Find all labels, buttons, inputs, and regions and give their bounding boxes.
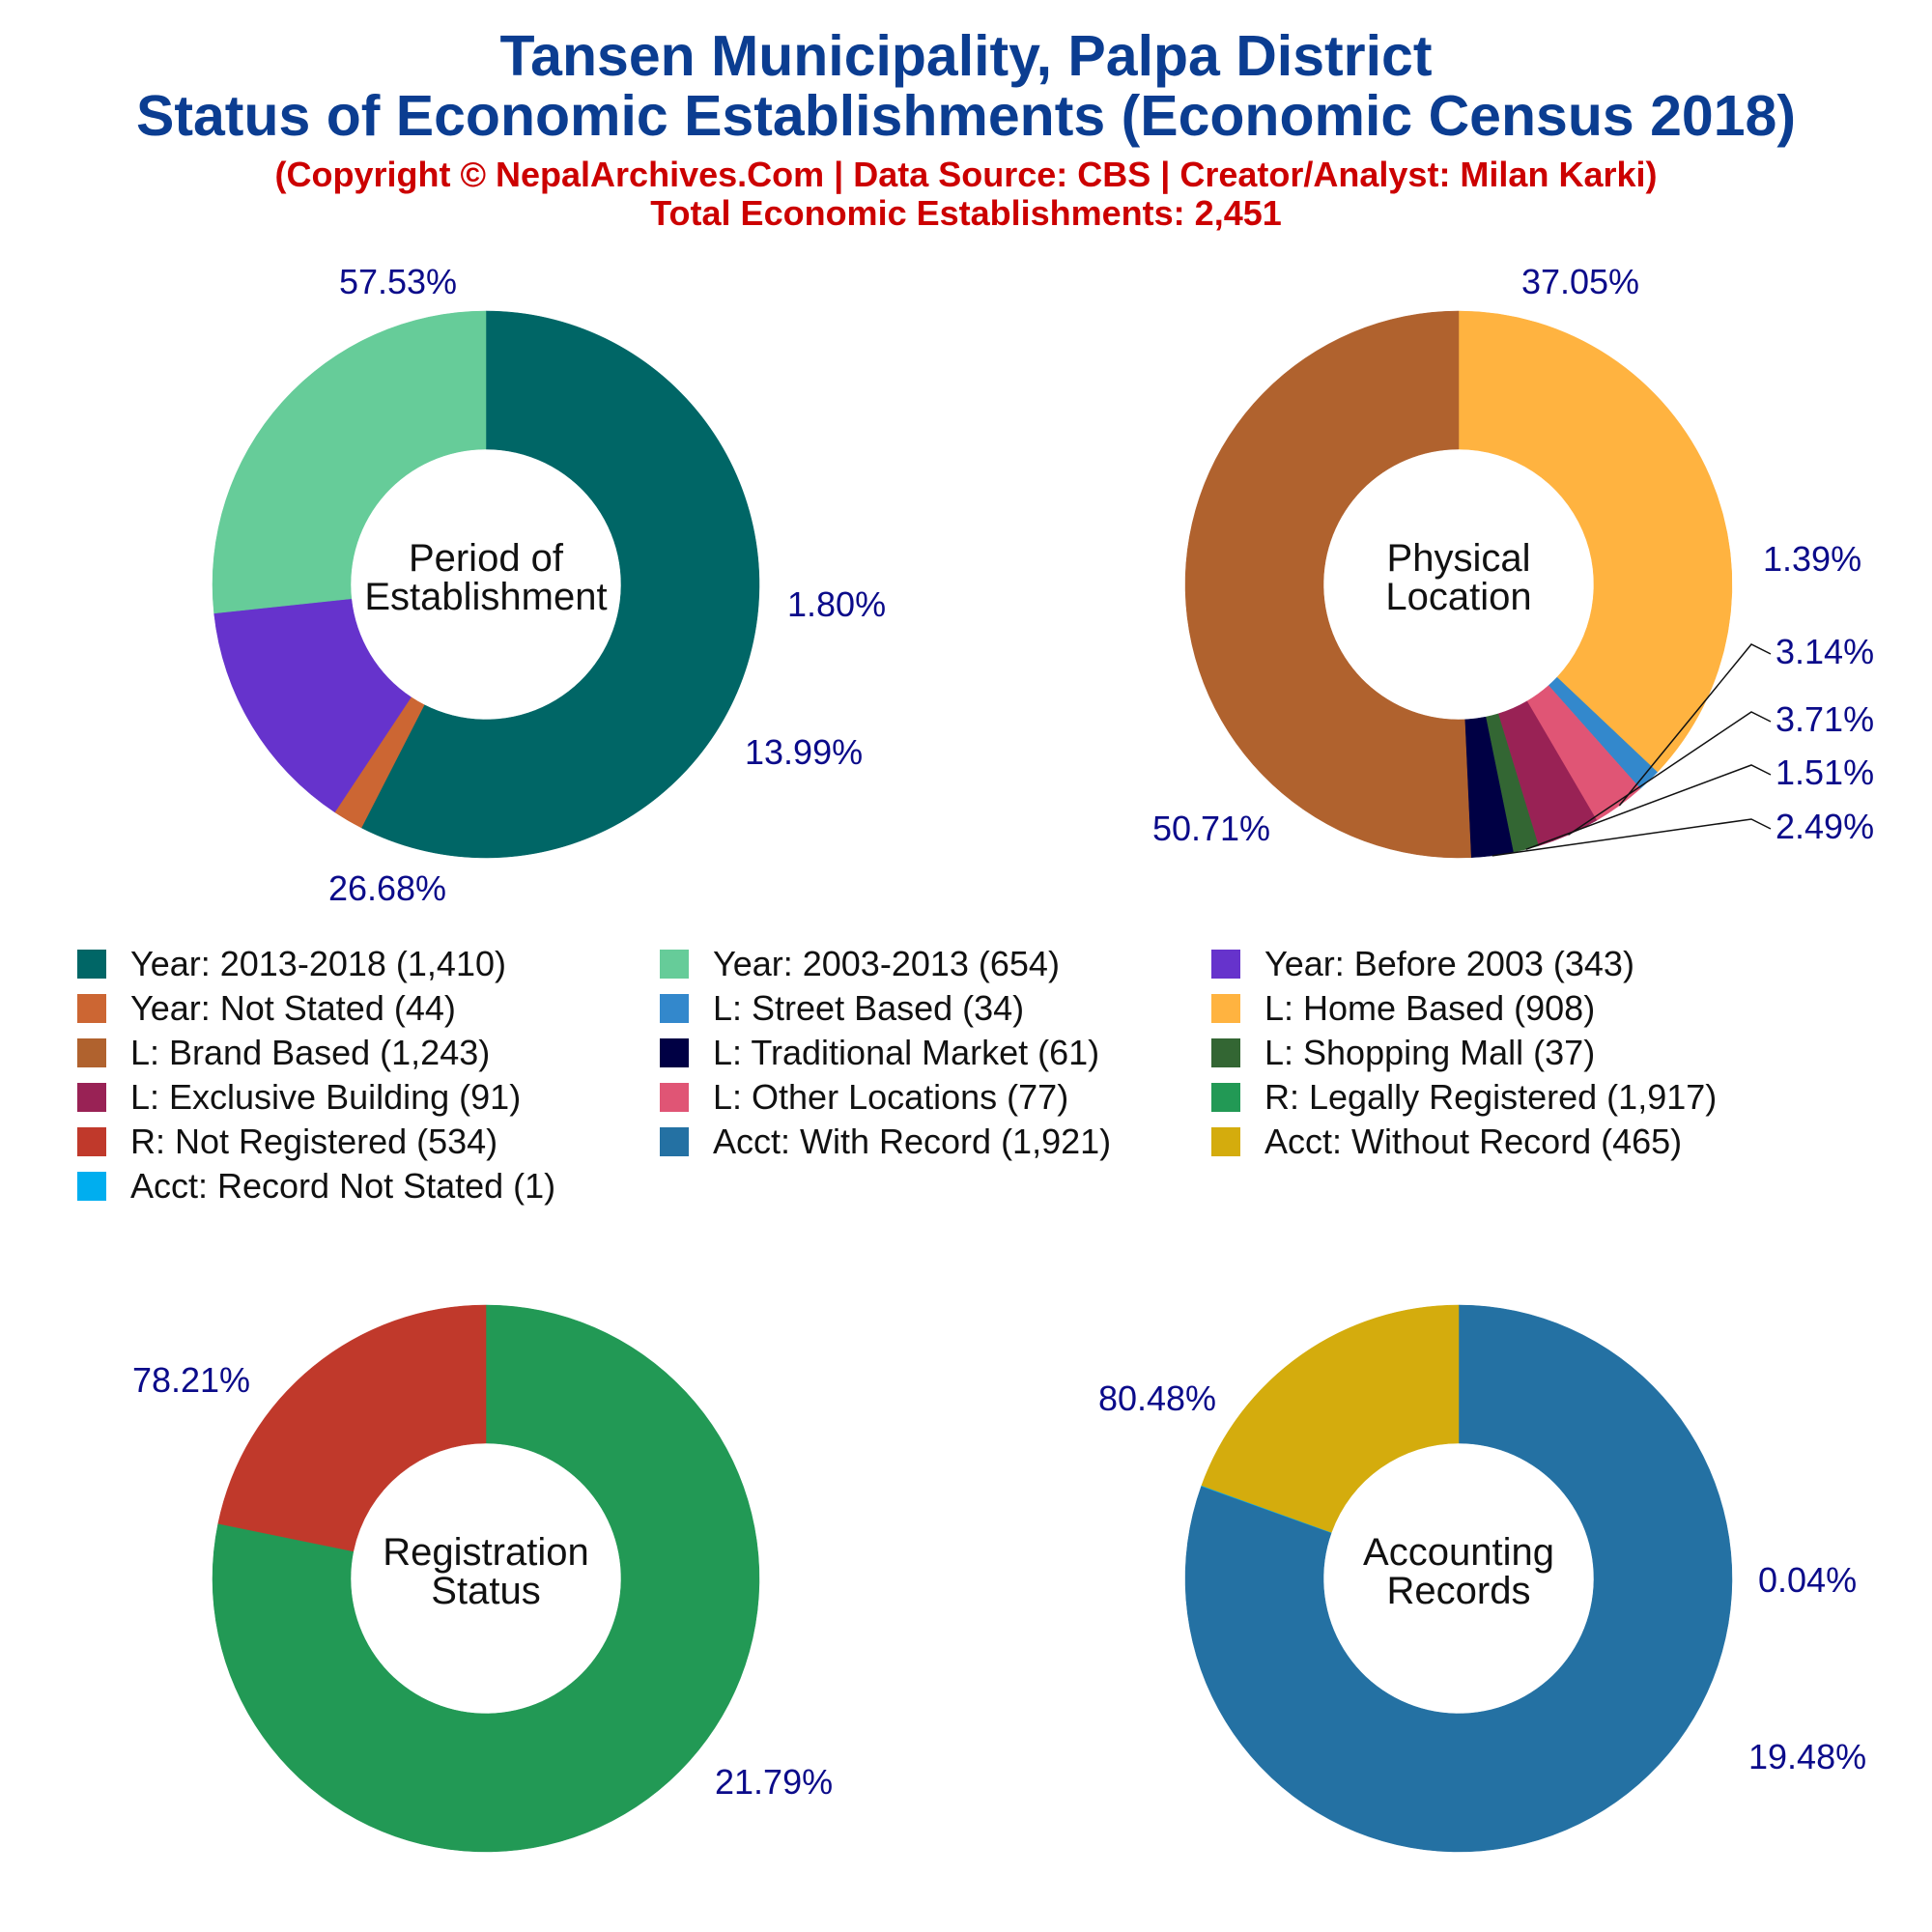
legend-item: Acct: Without Record (465) xyxy=(1211,1122,1682,1161)
donut-chart-1: 57.53% 1.80% 13.99% 26.68% Period ofEstablis… xyxy=(212,262,886,908)
percent-label: 3.14% xyxy=(1776,632,1874,671)
legend-item: L: Street Based (34) xyxy=(660,988,1024,1028)
percent-label: 0.04% xyxy=(1758,1560,1857,1600)
legend-item: L: Traditional Market (61) xyxy=(660,1033,1099,1072)
slice-acct-without-record xyxy=(1201,1304,1460,1533)
leader-line xyxy=(1568,711,1772,836)
slice-year-2013-2018 xyxy=(360,310,760,859)
percent-label: 19.48% xyxy=(1748,1737,1866,1776)
legend-item: L: Home Based (908) xyxy=(1211,988,1595,1028)
legend-label: L: Other Locations (77) xyxy=(713,1077,1068,1117)
legend-label: Year: Before 2003 (343) xyxy=(1264,944,1634,983)
legend-label: R: Not Registered (534) xyxy=(130,1122,497,1161)
legend-item: L: Shopping Mall (37) xyxy=(1211,1033,1595,1072)
slice-l-home-based xyxy=(1458,310,1733,773)
legend-swatch xyxy=(660,994,689,1023)
legend-swatch xyxy=(77,1172,106,1201)
legend-item: Year: Before 2003 (343) xyxy=(1211,944,1634,983)
legend-label: L: Brand Based (1,243) xyxy=(130,1033,490,1072)
percent-label: 57.53% xyxy=(339,262,457,301)
legend-swatch xyxy=(77,1083,106,1112)
percent-label: 1.51% xyxy=(1776,753,1874,792)
percent-label: 3.71% xyxy=(1776,699,1874,739)
legend-label: L: Exclusive Building (91) xyxy=(130,1077,521,1117)
percent-label: 2.49% xyxy=(1776,807,1874,846)
legend-label: Acct: Record Not Stated (1) xyxy=(130,1166,555,1206)
legend-swatch xyxy=(1211,1127,1240,1156)
legend-swatch xyxy=(660,1083,689,1112)
slice-year-before-2003 xyxy=(213,598,412,813)
legend-item: Acct: With Record (1,921) xyxy=(660,1122,1111,1161)
percent-label: 1.80% xyxy=(787,584,886,624)
legend-swatch xyxy=(1211,1038,1240,1067)
legend-swatch xyxy=(77,950,106,979)
legend-swatch xyxy=(77,1127,106,1156)
chart-title-line-1: Tansen Municipality, Palpa District xyxy=(499,24,1433,88)
percent-label: 13.99% xyxy=(745,732,863,772)
legend-swatch xyxy=(77,1038,106,1067)
donut-center-label: Location xyxy=(1385,576,1531,618)
percent-label: 80.48% xyxy=(1098,1378,1216,1418)
chart-total: Total Economic Establishments: 2,451 xyxy=(650,193,1282,233)
legend-label: L: Shopping Mall (37) xyxy=(1264,1033,1595,1072)
legend-swatch xyxy=(77,994,106,1023)
donut-center-label: Period of xyxy=(409,537,564,580)
leader-line xyxy=(1525,764,1772,850)
percent-label: 26.68% xyxy=(328,868,446,908)
legend-label: L: Home Based (908) xyxy=(1264,988,1595,1028)
slice-l-brand-based xyxy=(1184,310,1471,859)
legend-swatch xyxy=(1211,994,1240,1023)
legend-label: L: Street Based (34) xyxy=(713,988,1024,1028)
legend-label: Year: 2003-2013 (654) xyxy=(713,944,1060,983)
chart-copyright: (Copyright © NepalArchives.Com | Data So… xyxy=(274,155,1658,194)
legend-label: Year: 2013-2018 (1,410) xyxy=(130,944,506,983)
percent-label: 37.05% xyxy=(1521,262,1639,301)
donut-chart-2: 37.05% 1.39% 3.14% 3.71% 1.51% 2.49% 50.71% Phy… xyxy=(1152,262,1874,859)
legend-label: Acct: Without Record (465) xyxy=(1264,1122,1682,1161)
legend-label: Year: Not Stated (44) xyxy=(130,988,456,1028)
donut-center-label: Physical xyxy=(1387,537,1531,580)
legend-label: L: Traditional Market (61) xyxy=(713,1033,1099,1072)
donut-center-label: Status xyxy=(431,1570,540,1612)
legend-item: Year: Not Stated (44) xyxy=(77,988,456,1028)
donut-center-label: Establishment xyxy=(364,576,607,618)
legend-item: L: Exclusive Building (91) xyxy=(77,1077,521,1117)
legend-item: R: Not Registered (534) xyxy=(77,1122,497,1161)
legend-swatch xyxy=(1211,950,1240,979)
legend-swatch xyxy=(1211,1083,1240,1112)
legend-swatch xyxy=(660,950,689,979)
legend-item: Year: 2003-2013 (654) xyxy=(660,944,1060,983)
legend-item: L: Brand Based (1,243) xyxy=(77,1033,490,1072)
legend-swatch xyxy=(660,1127,689,1156)
legend: Year: 2013-2018 (1,410) Year: 2003-2013 (… xyxy=(77,944,1717,1206)
slice-r-not-registered xyxy=(217,1304,487,1552)
donut-center-label: Registration xyxy=(383,1531,588,1574)
legend-item: L: Other Locations (77) xyxy=(660,1077,1068,1117)
donut-center-label: Accounting xyxy=(1363,1531,1554,1574)
leader-line xyxy=(1492,818,1772,857)
legend-label: R: Legally Registered (1,917) xyxy=(1264,1077,1717,1117)
legend-item: R: Legally Registered (1,917) xyxy=(1211,1077,1717,1117)
donut-center-label: Records xyxy=(1387,1570,1531,1612)
percent-label: 78.21% xyxy=(132,1360,250,1400)
slice-acct-with-record xyxy=(1184,1304,1733,1853)
percent-label: 21.79% xyxy=(715,1762,833,1802)
legend-item: Acct: Record Not Stated (1) xyxy=(77,1166,555,1206)
legend-label: Acct: With Record (1,921) xyxy=(713,1122,1111,1161)
leader-line xyxy=(1618,643,1772,807)
percent-label: 1.39% xyxy=(1763,539,1861,579)
chart-title-line-2: Status of Economic Establishments (Econo… xyxy=(135,84,1796,148)
legend-item: Year: 2013-2018 (1,410) xyxy=(77,944,506,983)
percent-label: 50.71% xyxy=(1152,809,1270,848)
donut-charts: 57.53% 1.80% 13.99% 26.68% Period ofEstablis… xyxy=(132,262,1874,1853)
legend-swatch xyxy=(660,1038,689,1067)
slice-r-legally-registered xyxy=(212,1304,760,1853)
slice-year-2003-2013 xyxy=(212,310,487,614)
